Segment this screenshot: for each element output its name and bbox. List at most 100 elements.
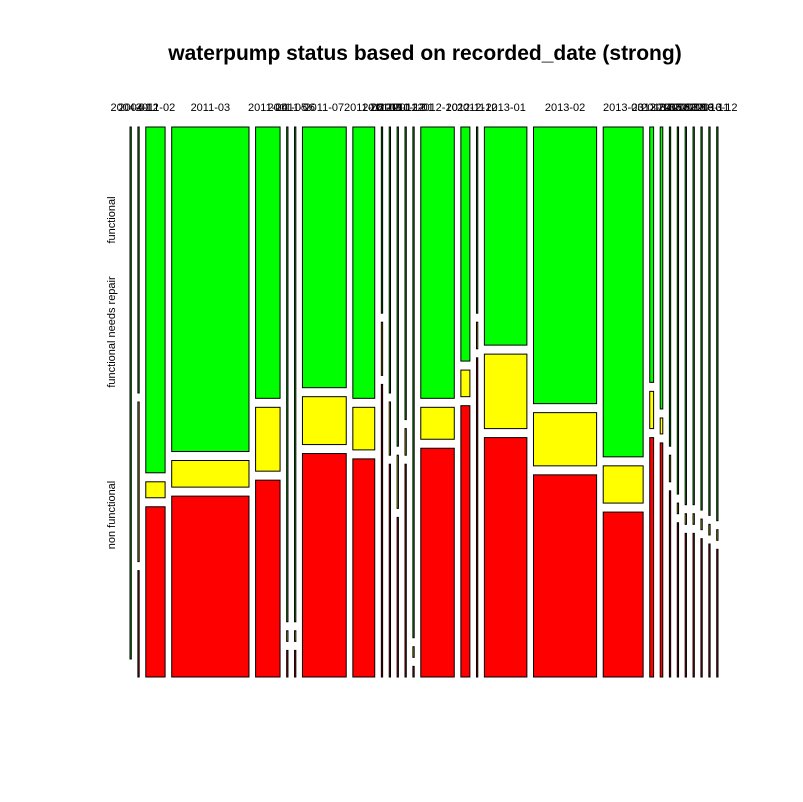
tile-2011-09-functional <box>380 126 384 314</box>
tile-2013-12-functional <box>716 126 719 522</box>
x-label-2013-11: 2013-11 <box>690 102 730 114</box>
tile-2012-10-functional-needs-repair <box>420 406 455 440</box>
tile-2013-10-functional <box>700 126 703 511</box>
tile-2012-01-functional <box>412 126 415 639</box>
tile-2012-11-non-functional <box>460 405 471 678</box>
tile-2011-08-functional <box>352 126 376 399</box>
x-label-2013-02: 2013-02 <box>545 102 585 114</box>
tile-2012-11-functional-needs-repair <box>460 369 471 398</box>
tile-2013-12-functional-needs-repair <box>716 529 719 541</box>
x-label-2013-04: 2013-04 <box>631 102 671 114</box>
tile-2012-10-non-functional <box>420 447 455 678</box>
tile-2013-05-functional <box>659 126 664 410</box>
y-label-non-functional: non functional <box>106 481 118 550</box>
tile-2011-02-functional-needs-repair <box>145 481 166 499</box>
tile-2013-04-functional-needs-repair <box>649 390 655 430</box>
tile-2011-09-functional-needs-repair <box>380 321 384 376</box>
tile-2013-06-non-functional <box>668 490 672 678</box>
chart-title: waterpump status based on recorded_date … <box>167 42 681 65</box>
tile-2013-03-functional <box>602 126 644 458</box>
tile-2011-05-functional-needs-repair <box>286 630 289 642</box>
tile-2013-06-functional <box>668 126 672 447</box>
x-label-2012-11: 2012-11 <box>446 102 486 114</box>
tile-2011-11-non-functional <box>396 516 399 678</box>
x-label-2013-05: 2013-05 <box>641 102 681 114</box>
x-label-2004-12: 2004-12 <box>118 102 158 114</box>
tile-2011-12-non-functional <box>404 463 407 678</box>
tile-2011-09-non-functional <box>380 383 384 678</box>
tile-2011-03-functional-needs-repair <box>171 460 250 488</box>
tile-2012-01-functional-needs-repair <box>412 646 415 658</box>
tile-2011-06-functional-needs-repair <box>294 630 297 642</box>
tile-2013-01-functional <box>483 126 528 346</box>
tile-2013-08-functional-needs-repair <box>684 513 687 525</box>
tile-2011-02-non-functional <box>145 506 166 678</box>
tile-2011-04-functional-needs-repair <box>255 406 281 472</box>
x-label-2013-07: 2013-07 <box>658 102 698 114</box>
tile-2011-10-non-functional <box>388 463 392 678</box>
tile-2004-12-non-functional <box>137 570 140 678</box>
x-label-2013-01: 2013-01 <box>485 102 525 114</box>
tile-2011-11-functional-needs-repair <box>396 454 399 509</box>
tile-2013-09-non-functional <box>692 532 695 678</box>
tile-2013-04-non-functional <box>649 437 655 678</box>
x-label-2011-10: 2011-10 <box>370 102 410 114</box>
y-axis-labels: non functional functional needs repair f… <box>106 196 118 549</box>
x-label-2011-02: 2011-02 <box>136 102 176 114</box>
x-label-2011-05: 2011-05 <box>268 102 308 114</box>
tile-2013-02-non-functional <box>532 474 598 678</box>
y-label-functional: functional <box>106 196 118 243</box>
tile-2011-03-non-functional <box>171 495 250 678</box>
tile-2013-09-functional <box>692 126 695 506</box>
tile-2004-12-functional-needs-repair <box>137 401 140 563</box>
tile-2011-07-functional <box>301 126 347 389</box>
tile-2011-10-functional-needs-repair <box>388 401 392 456</box>
x-label-2011-11: 2011-11 <box>378 102 417 114</box>
x-label-2013-03: 2013-03 <box>603 102 643 114</box>
tile-2011-08-functional-needs-repair <box>352 406 376 451</box>
x-label-2013-10: 2013-10 <box>681 102 721 114</box>
tile-2013-03-non-functional <box>602 511 644 678</box>
tile-2012-01-non-functional <box>412 665 415 678</box>
tile-2011-12-functional-needs-repair <box>404 428 407 456</box>
tile-2011-08-non-functional <box>352 458 376 678</box>
x-label-2011-08: 2011-08 <box>344 102 384 114</box>
tile-2011-06-functional <box>294 126 297 623</box>
tile-2013-03-functional-needs-repair <box>602 465 644 504</box>
tile-2013-10-non-functional <box>700 538 703 678</box>
x-label-2011-07: 2011-07 <box>305 102 345 114</box>
tile-2013-05-non-functional <box>659 442 664 678</box>
tile-2012-12-functional-needs-repair <box>475 321 479 350</box>
tile-2011-07-non-functional <box>301 453 347 678</box>
x-label-2012-10: 2012-10 <box>417 102 457 114</box>
x-label-2011-04: 2011-04 <box>248 102 288 114</box>
x-label-2013-12: 2013-12 <box>697 102 737 114</box>
tile-2011-11-functional <box>396 126 399 447</box>
x-label-2012-01: 2012-01 <box>393 102 433 114</box>
tile-2011-12-functional <box>404 126 407 421</box>
tile-2013-06-functional-needs-repair <box>668 454 672 483</box>
tile-2012-12-non-functional <box>475 357 479 678</box>
tile-2013-11-functional <box>708 126 711 516</box>
x-label-2012-12: 2012-12 <box>457 102 497 114</box>
tile-2013-07-non-functional <box>676 522 680 678</box>
x-label-2011-06: 2011-06 <box>275 102 315 114</box>
tile-2013-10-functional-needs-repair <box>700 518 703 531</box>
x-label-2004-01: 2004-01 <box>110 102 150 114</box>
x-label-2011-09: 2011-09 <box>362 102 402 114</box>
tile-2011-04-functional <box>255 126 281 399</box>
tile-2011-02-functional <box>145 126 166 474</box>
tile-2011-03-functional <box>171 126 250 453</box>
tile-2011-04-non-functional <box>255 479 281 678</box>
tile-2013-09-functional-needs-repair <box>692 513 695 525</box>
x-label-2013-06: 2013-06 <box>650 102 690 114</box>
tile-2011-07-functional-needs-repair <box>301 396 347 446</box>
tile-2013-07-functional-needs-repair <box>676 502 680 515</box>
tile-2012-10-functional <box>420 126 455 399</box>
tile-2004-01-functional <box>129 126 132 660</box>
tile-2013-01-functional-needs-repair <box>483 353 528 430</box>
tile-2011-10-functional <box>388 126 392 394</box>
